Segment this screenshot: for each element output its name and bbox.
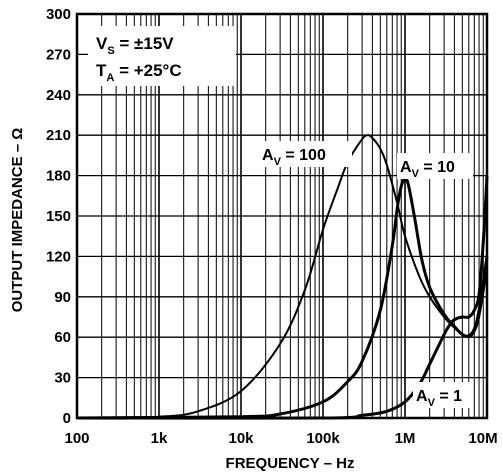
x-tick-label: 1M <box>395 430 416 447</box>
y-tick-label: 30 <box>54 370 71 387</box>
series-label-symbol: A <box>262 147 274 164</box>
plot-frame <box>75 12 489 420</box>
series-label-subscript: V <box>428 397 436 409</box>
x-tick-label: 100k <box>306 430 340 447</box>
series-label-value: = 1 <box>435 388 462 405</box>
conditions-background <box>88 26 236 86</box>
series-label-av-100: AV = 100 <box>262 147 326 168</box>
y-axis-label: OUTPUT IMPEDANCE – Ω <box>9 128 26 313</box>
x-tick-label: 1k <box>151 430 168 447</box>
series-label-background <box>258 141 352 167</box>
y-tick-label: 0 <box>63 410 71 427</box>
y-tick-label: 270 <box>46 46 71 63</box>
x-tick-label: 10k <box>228 430 254 447</box>
series-label-av-10: AV = 10 <box>400 159 455 180</box>
series-label-subscript: V <box>412 168 420 180</box>
series-label-subscript: V <box>274 156 282 168</box>
condition-temperature: TA = +25°C <box>96 61 182 84</box>
condition-symbol: T <box>96 61 107 80</box>
y-tick-label: 150 <box>46 208 71 225</box>
condition-value: = ±15V <box>115 34 175 53</box>
y-tick-labels: 0 30 60 90 120 150 180 210 240 270 300 <box>46 6 71 427</box>
series-label-background <box>397 153 473 179</box>
condition-subscript: S <box>107 45 114 57</box>
series-label-value: = 100 <box>281 147 326 164</box>
y-tick-label: 60 <box>54 329 71 346</box>
y-tick-label: 210 <box>46 127 71 144</box>
y-tick-label: 90 <box>54 289 71 306</box>
y-tick-label: 120 <box>46 248 71 265</box>
x-tick-labels: 100 1k 10k 100k 1M 10M <box>64 430 497 447</box>
series-label-av-1: AV = 1 <box>416 388 462 409</box>
series-label-value: = 10 <box>419 159 455 176</box>
condition-symbol: V <box>96 34 108 53</box>
y-tick-label: 300 <box>46 6 71 23</box>
condition-value: = +25°C <box>114 61 181 80</box>
y-tick-label: 180 <box>46 168 71 185</box>
condition-supply-voltage: VS = ±15V <box>96 34 174 57</box>
y-tick-label: 240 <box>46 87 71 104</box>
series-label-symbol: A <box>416 388 428 405</box>
x-tick-label: 100 <box>64 430 89 447</box>
series-label-symbol: A <box>400 159 412 176</box>
x-tick-label: 10M <box>468 430 497 447</box>
x-axis-label: FREQUENCY – Hz <box>226 455 355 472</box>
condition-subscript: A <box>106 72 114 84</box>
series-line-2 <box>76 175 489 420</box>
series-label-background <box>413 382 473 408</box>
